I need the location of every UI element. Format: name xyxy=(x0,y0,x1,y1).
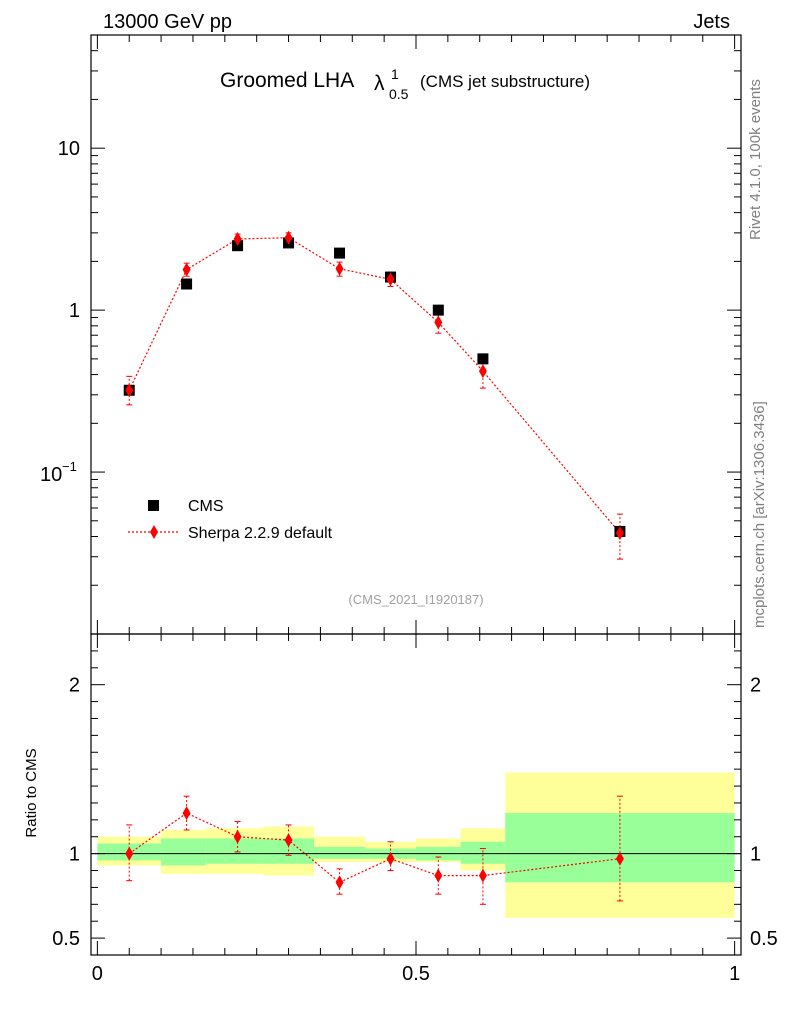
ratio-y-tick-label: 2 xyxy=(69,675,80,697)
ratio-mc-line xyxy=(128,812,620,884)
cms-data-point xyxy=(477,353,489,365)
ratio-y-tick-label-right: 0.5 xyxy=(750,928,778,950)
mc-data-point xyxy=(386,272,395,287)
ratio-mc-point xyxy=(478,868,487,883)
title-main: Groomed LHA xyxy=(220,69,354,92)
rivet-version-label: Rivet 4.1.0, 100k events xyxy=(747,79,764,240)
ratio-mc-point xyxy=(233,829,242,844)
y-tick-label: 10 xyxy=(58,138,80,160)
ratio-y-tick-label: 0.5 xyxy=(52,928,80,950)
mc-data-point xyxy=(125,383,134,398)
legend-cms-label: CMS xyxy=(188,498,224,515)
ratio-band-green xyxy=(314,846,366,859)
x-tick-label: 0 xyxy=(92,963,103,985)
legend-cms-marker xyxy=(148,500,159,511)
main-frame xyxy=(90,34,742,635)
mc-data-point xyxy=(335,261,344,276)
ratio-y-label: Ratio to CMS xyxy=(23,748,40,837)
analysis-id: (CMS_2021_I1920187) xyxy=(348,592,483,607)
ratio-y-tick-label: 1 xyxy=(69,844,80,866)
legend-mc-label: Sherpa 2.2.9 default xyxy=(188,525,333,542)
cms-data-point xyxy=(181,278,193,290)
ratio-band-green xyxy=(460,841,506,864)
mc-data-point xyxy=(434,315,443,330)
mc-line xyxy=(128,237,621,534)
chart-title: Groomed LHA λ 1 0.5 (CMS jet substructur… xyxy=(220,66,590,102)
ratio-mc-point xyxy=(335,875,344,890)
mc-data-point xyxy=(233,231,242,246)
mc-data-point xyxy=(284,230,293,245)
y-tick-label: 1 xyxy=(69,300,80,322)
ratio-y-tick-label-right: 2 xyxy=(750,675,761,697)
ratio-band-green xyxy=(161,838,206,866)
title-superscript: 1 xyxy=(391,66,399,82)
title-subscript: 0.5 xyxy=(389,86,409,102)
ratio-y-tick-label-right: 1 xyxy=(750,844,761,866)
y-tick-label: 10 xyxy=(40,464,62,486)
title-note: (CMS jet substructure) xyxy=(420,72,590,91)
ratio-mc-point xyxy=(434,868,443,883)
mc-data-point xyxy=(182,262,191,277)
x-tick-label: 1 xyxy=(729,963,740,985)
title-lambda: λ xyxy=(374,72,385,95)
ratio-mc-point xyxy=(182,806,191,821)
cms-data-point xyxy=(432,304,444,316)
y-tick-label-exponent: −1 xyxy=(62,459,77,474)
category-label: Jets xyxy=(693,11,730,33)
ratio-mc-point xyxy=(125,846,134,861)
cms-data-point xyxy=(334,247,346,259)
mc-data-point xyxy=(615,526,624,541)
ratio-panel: 0 0.5 1 2 2 1 1 0.5 0.5 xyxy=(52,633,778,985)
ratio-band-green xyxy=(205,838,264,864)
x-tick-label: 0.5 xyxy=(402,963,430,985)
ratio-mc-point xyxy=(284,833,293,848)
ratio-mc-point xyxy=(615,851,624,866)
legend: CMS Sherpa 2.2.9 default xyxy=(128,498,333,542)
mc-data-point xyxy=(478,364,487,379)
legend-mc-marker xyxy=(150,525,158,539)
mcplots-label: mcplots.cern.ch [arXiv:1306.3436] xyxy=(751,401,768,628)
ratio-mc-point xyxy=(386,851,395,866)
collision-label: 13000 GeV pp xyxy=(103,11,232,33)
